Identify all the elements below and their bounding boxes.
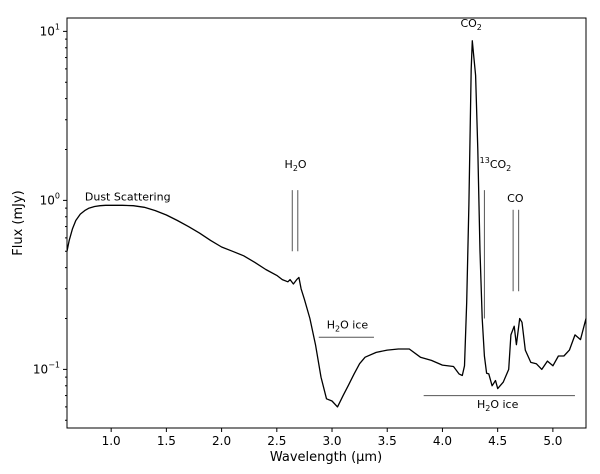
- annotation-main: H: [327, 318, 335, 331]
- annotation-rest: O ice: [490, 398, 518, 411]
- annotation-subscript: 2: [506, 164, 511, 173]
- y-tick-exponent: −1: [48, 360, 60, 369]
- annotation-label: Dust Scattering: [85, 190, 171, 203]
- y-tick-label: 101: [40, 22, 60, 38]
- annotation-label: H2O ice: [327, 318, 369, 333]
- x-tick-label: 4.0: [433, 434, 452, 448]
- annotation-main: CO: [460, 17, 477, 30]
- annotation-main: H: [477, 398, 485, 411]
- x-tick-label: 2.5: [267, 434, 286, 448]
- annotation-label: H2O: [285, 158, 307, 173]
- x-axis-label: Wavelength (μm): [270, 450, 382, 465]
- annotation-subscript: 2: [485, 404, 490, 413]
- y-tick-label: 10−1: [33, 360, 60, 376]
- x-tick-label: 1.0: [102, 434, 121, 448]
- annotation-label: H2O ice: [477, 398, 519, 413]
- y-tick-base: 10: [40, 24, 55, 38]
- x-tick-label: 3.0: [322, 434, 341, 448]
- x-tick-label: 4.5: [488, 434, 507, 448]
- x-tick-label: 1.5: [157, 434, 176, 448]
- y-tick-label: 100: [40, 191, 60, 207]
- annotation-main: CO: [490, 158, 507, 171]
- annotation-label: 13CO2: [480, 156, 512, 173]
- x-tick-label: 2.0: [212, 434, 231, 448]
- annotation-main: H: [285, 158, 293, 171]
- annotation-main: CO: [507, 192, 524, 205]
- annotation-subscript: 2: [477, 23, 482, 32]
- x-tick-label: 3.5: [378, 434, 397, 448]
- annotation-label: CO: [507, 192, 524, 205]
- annotation-subscript: 2: [293, 164, 298, 173]
- y-tick-base: 10: [33, 362, 48, 376]
- annotation-label: CO2: [460, 17, 481, 32]
- annotation-superscript: 13: [480, 156, 490, 165]
- y-tick-exponent: 1: [55, 22, 60, 31]
- y-tick-base: 10: [40, 193, 55, 207]
- y-axis-label: Flux (mJy): [11, 190, 26, 256]
- annotation-subscript: 2: [335, 324, 340, 333]
- x-tick-label: 5.0: [543, 434, 562, 448]
- spectrum-line: [66, 40, 587, 408]
- y-tick-exponent: 0: [55, 191, 60, 200]
- annotation-rest: O: [298, 158, 307, 171]
- plot-frame: [66, 17, 587, 429]
- annotation-rest: O ice: [340, 318, 368, 331]
